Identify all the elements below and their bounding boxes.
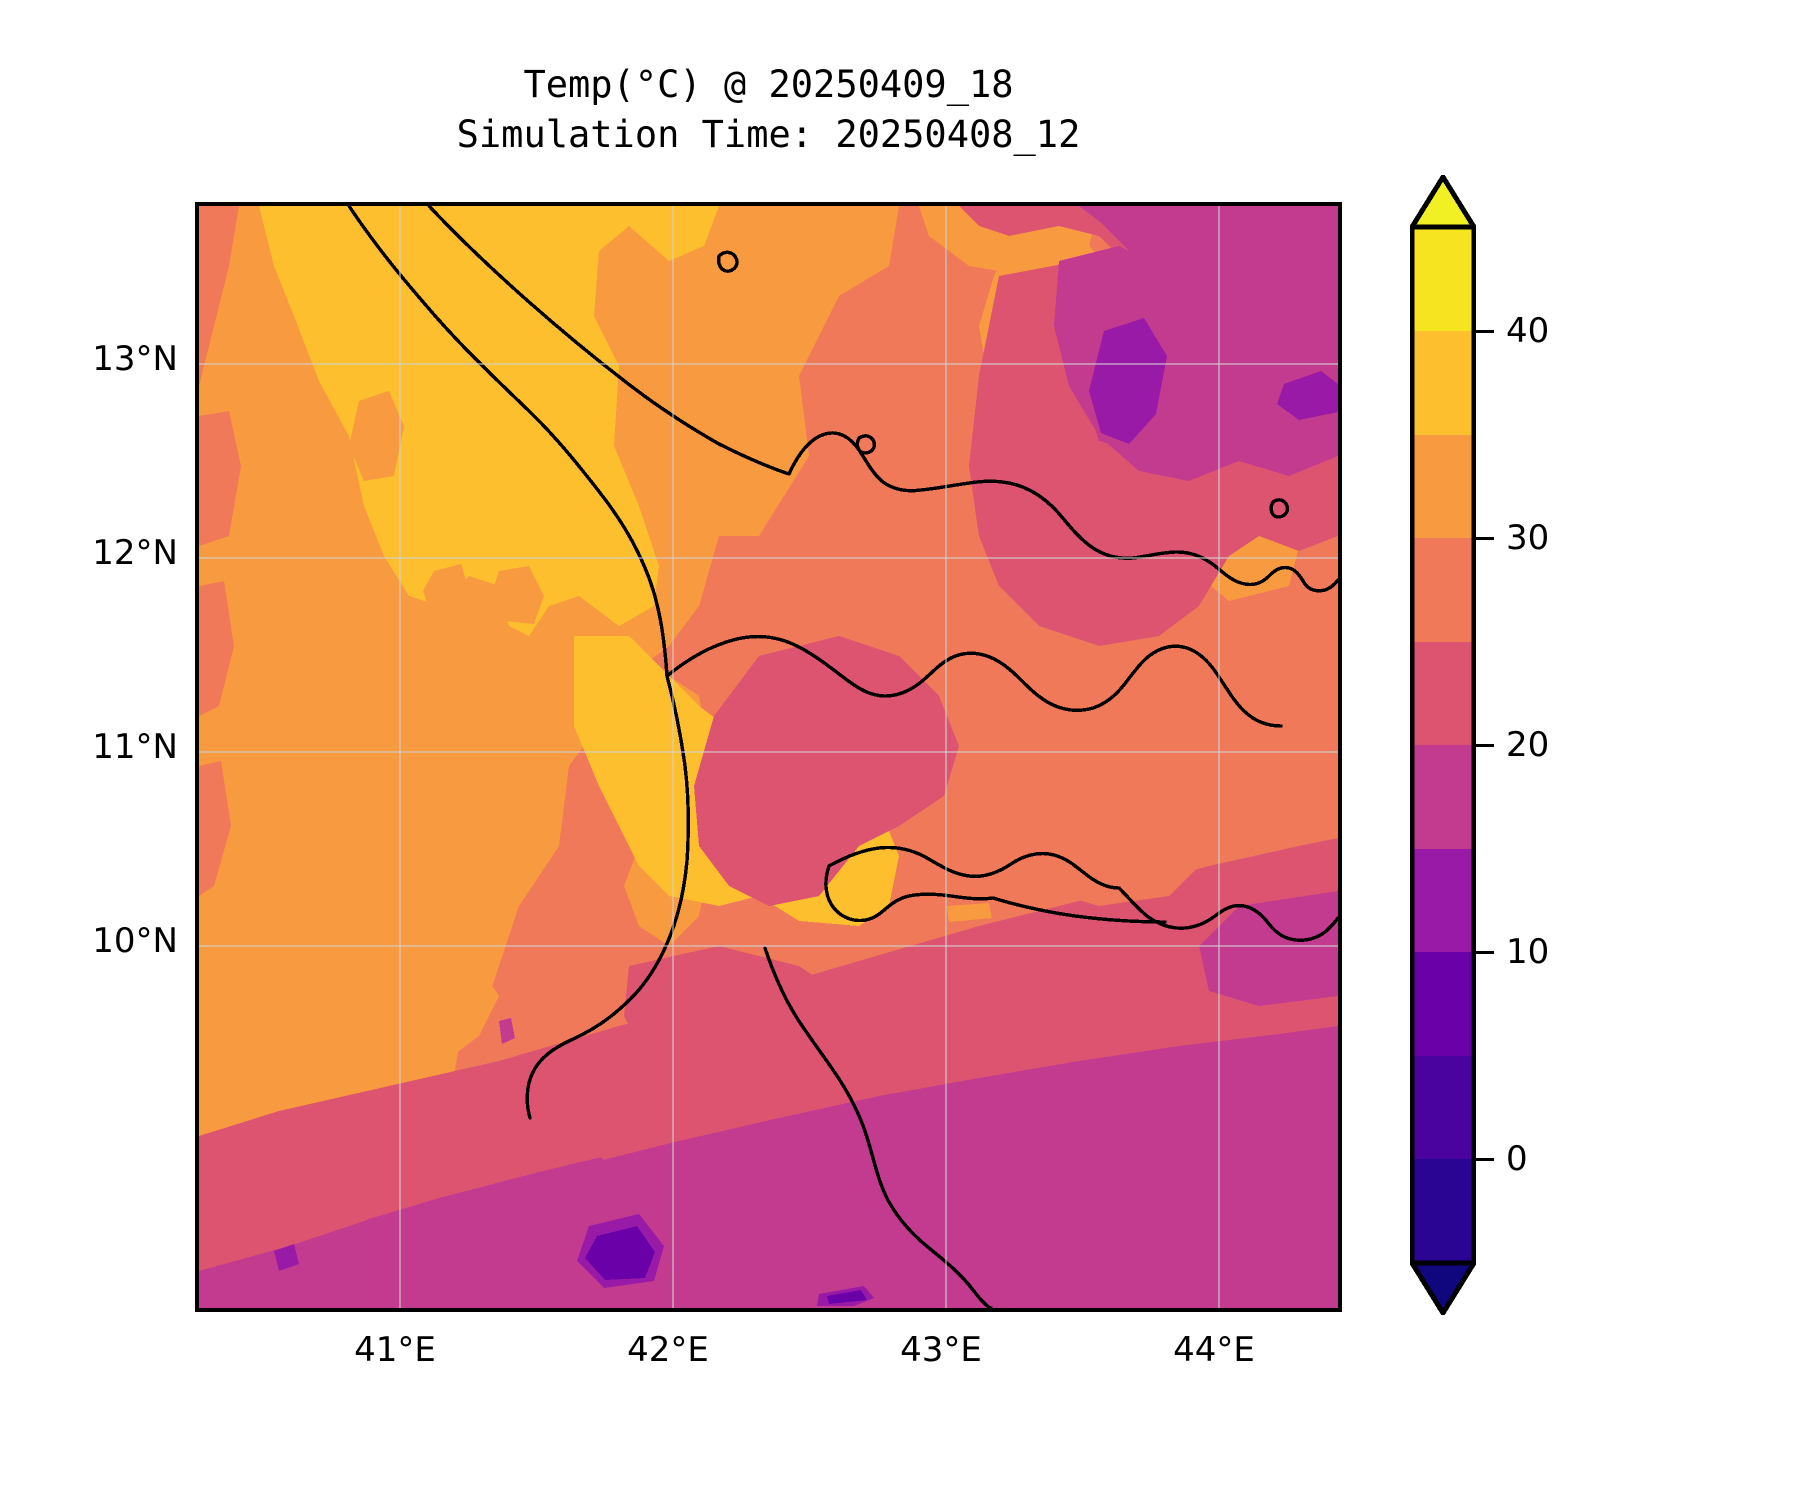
colorbar-tick-label: 40	[1506, 311, 1550, 351]
gridline-vertical	[399, 206, 401, 1308]
y-axis-tick-label: 12°N	[92, 533, 178, 573]
gridline-horizontal	[199, 557, 1338, 559]
gridline-horizontal	[199, 363, 1338, 365]
colorbar-tick-label: 0	[1506, 1139, 1528, 1179]
gridline-vertical	[945, 206, 947, 1308]
y-axis-tick-label: 10°N	[92, 921, 178, 961]
colorbar-tick-label: 10	[1506, 932, 1550, 972]
colorbar-tick-mark	[1476, 330, 1494, 333]
x-axis-tick-label: 43°E	[900, 1330, 982, 1370]
y-axis-tick-label: 13°N	[92, 339, 178, 379]
colorbar-tick-label: 20	[1506, 725, 1550, 765]
colorbar-tick-mark	[1476, 951, 1494, 954]
colorbar-gradient	[1410, 175, 1476, 1315]
temperature-contour-field	[199, 206, 1338, 1308]
colorbar-tick-mark	[1476, 1158, 1494, 1161]
colorbar-tick-mark	[1476, 744, 1494, 747]
colorbar-tick-label: 30	[1506, 518, 1550, 558]
x-axis-tick-label: 42°E	[627, 1330, 709, 1370]
gridline-vertical	[1218, 206, 1220, 1308]
x-axis-tick-label: 41°E	[354, 1330, 436, 1370]
x-axis-tick-label: 44°E	[1173, 1330, 1255, 1370]
colorbar: 40 30 20 10 0	[1410, 175, 1549, 1315]
colorbar-tick-mark	[1476, 537, 1494, 540]
gridline-horizontal	[199, 945, 1338, 947]
chart-title-line-1: Temp(°C) @ 20250409_18	[523, 63, 1014, 106]
map-plot-area	[195, 202, 1342, 1312]
map-canvas	[199, 206, 1338, 1308]
gridline-vertical	[672, 206, 674, 1308]
gridline-horizontal	[199, 751, 1338, 753]
chart-title: Temp(°C) @ 20250409_18 Simulation Time: …	[195, 60, 1342, 160]
chart-title-line-2: Simulation Time: 20250408_12	[456, 113, 1081, 156]
y-axis-tick-label: 11°N	[92, 727, 178, 767]
